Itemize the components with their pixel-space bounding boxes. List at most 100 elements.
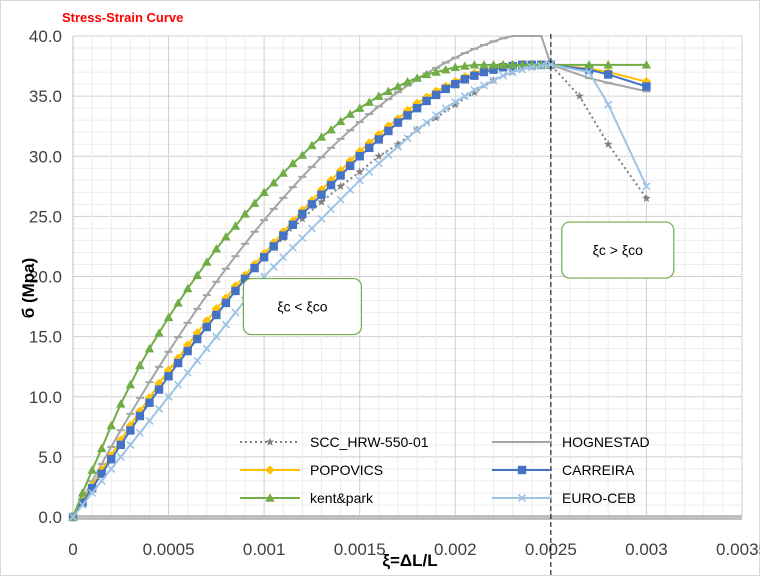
data-point: [116, 399, 126, 408]
data-point: [507, 60, 518, 69]
data-point: [489, 65, 498, 74]
data-point-stroke: [470, 86, 479, 95]
legend-label: POPOVICS: [310, 462, 383, 478]
data-point: [365, 113, 374, 116]
annotation-box: [242, 277, 362, 336]
data-point: [451, 79, 460, 89]
data-point: [164, 372, 173, 381]
data-point: [78, 500, 87, 510]
data-point: [470, 86, 479, 95]
data-point: [278, 168, 288, 177]
y-axis-label: б (Mpa): [19, 258, 38, 319]
data-point: [365, 167, 374, 176]
data-point-stroke: [298, 233, 307, 243]
x-axis-label: ξ=ΔL/L: [382, 551, 437, 570]
data-point: [403, 84, 412, 87]
data-point: [412, 125, 422, 134]
data-point: [460, 52, 469, 55]
data-point-stroke: [365, 167, 374, 176]
legend-label: SCC_HRW-550-01: [310, 434, 429, 450]
data-point-stroke: [451, 98, 460, 107]
data-point: [288, 243, 297, 252]
data-point: [336, 137, 345, 140]
data-point: [335, 116, 346, 126]
data-point: [88, 488, 97, 498]
data-point-stroke: [193, 356, 202, 365]
data-point-stroke: [88, 488, 97, 498]
data-point: [192, 270, 202, 279]
data-point: [431, 113, 441, 122]
data-point: [383, 121, 394, 131]
y-tick-label: 15.0: [29, 328, 62, 347]
data-point-stroke: [107, 464, 116, 473]
data-point: [145, 381, 154, 384]
data-point: [642, 82, 651, 91]
x-tick-label: 0.003: [625, 540, 668, 559]
data-point-stroke: [546, 60, 555, 69]
data-point: [260, 219, 269, 222]
data-point: [221, 267, 230, 270]
series-kent-park: [68, 60, 652, 521]
data-point: [145, 416, 154, 425]
data-point: [221, 320, 230, 329]
data-point: [441, 84, 450, 94]
data-point: [575, 91, 584, 100]
data-point: [183, 346, 192, 356]
data-point-stroke: [479, 81, 489, 90]
data-point: [164, 350, 173, 353]
data-point: [393, 81, 403, 91]
chart-title: Stress-Strain Curve: [62, 10, 183, 25]
data-point: [68, 512, 78, 522]
data-point-stroke: [517, 493, 527, 503]
data-point: [317, 214, 326, 223]
data-point: [499, 37, 508, 40]
data-point: [107, 455, 116, 464]
data-point: [288, 186, 297, 189]
data-point: [288, 220, 298, 229]
data-point: [307, 165, 316, 168]
data-point: [202, 257, 212, 266]
data-point: [393, 118, 403, 127]
data-point: [374, 91, 384, 100]
data-point-stroke: [403, 134, 412, 143]
x-tick-label: 0.001: [243, 540, 286, 559]
data-point: [498, 60, 508, 69]
data-point: [603, 139, 613, 148]
legend: SCC_HRW-550-01 HOGNESTAD POPOVICS CARREIRA k…: [240, 434, 650, 506]
data-point: [202, 294, 211, 297]
data-point-stroke: [642, 182, 651, 191]
data-point: [87, 465, 97, 474]
data-point: [154, 404, 164, 413]
data-point: [174, 380, 183, 389]
data-point: [173, 298, 183, 307]
data-point: [269, 262, 278, 271]
data-point: [479, 44, 488, 47]
data-point: [479, 67, 489, 77]
data-point-stroke: [174, 380, 183, 389]
data-point: [642, 193, 651, 202]
data-point-stroke: [441, 104, 450, 113]
data-point: [212, 332, 221, 341]
data-point: [135, 428, 144, 437]
data-point-stroke: [231, 308, 240, 317]
data-point: [336, 181, 345, 190]
data-point: [441, 61, 450, 64]
data-point: [489, 40, 498, 43]
data-point: [116, 452, 125, 461]
legend-entry: POPOVICS: [240, 462, 383, 478]
data-point: [326, 180, 336, 190]
data-point: [527, 63, 536, 72]
data-point: [432, 111, 441, 120]
data-point: [135, 396, 144, 399]
data-point: [470, 47, 479, 50]
series-euro-ceb: [68, 60, 651, 522]
data-point: [403, 111, 412, 120]
data-point: [298, 214, 307, 223]
data-point: [193, 307, 202, 310]
data-point: [182, 283, 193, 293]
data-point: [155, 365, 164, 368]
data-point: [422, 118, 431, 127]
y-tick-label: 10.0: [29, 388, 62, 407]
legend-entry: CARREIRA: [492, 462, 635, 478]
data-point: [154, 328, 164, 337]
